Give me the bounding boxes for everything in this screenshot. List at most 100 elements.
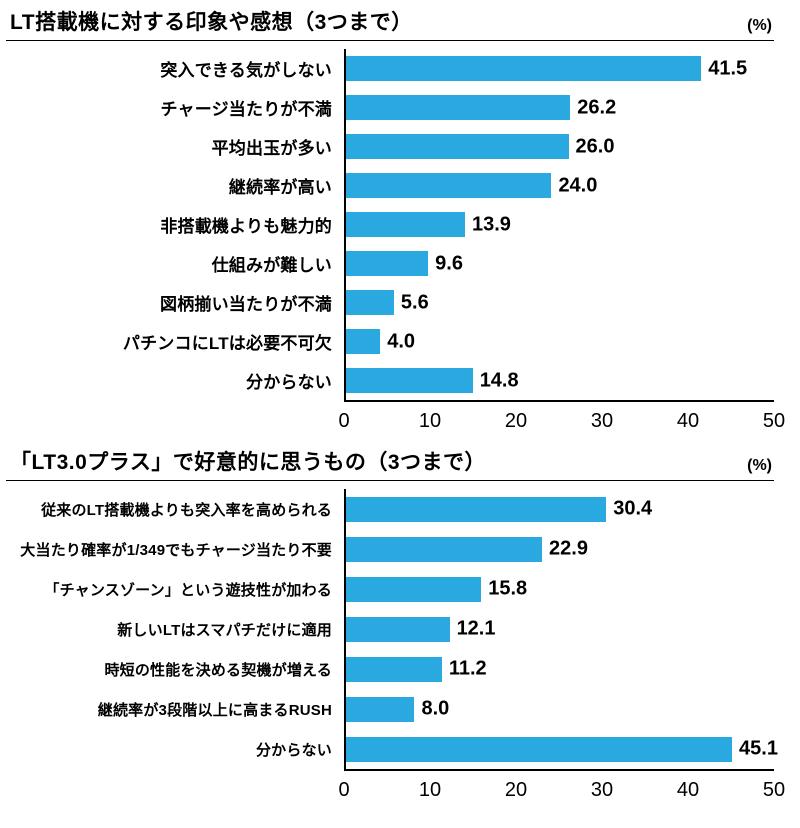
axis-spacer xyxy=(6,769,344,803)
chart-title: LT搭載機に対する印象や感想（3つまで） xyxy=(10,11,413,34)
bar-track: 30.4 xyxy=(344,489,774,530)
value-label: 41.5 xyxy=(708,57,748,80)
x-tick-label: 50 xyxy=(762,779,786,802)
x-tick-label: 0 xyxy=(338,410,350,433)
bar-track: 5.6 xyxy=(344,283,774,323)
value-label: 4.0 xyxy=(387,330,416,353)
bar xyxy=(346,696,415,722)
chart-title: 「LT3.0プラス」で好意的に思うもの（3つまで） xyxy=(10,451,487,475)
category-label: 平均出玉が多い xyxy=(211,139,332,159)
chart-row: 図柄揃い当たりが不満 5.6 xyxy=(6,283,774,323)
chart-header: LT搭載機に対する印象や感想（3つまで） (%) xyxy=(6,8,774,42)
x-tick-label: 10 xyxy=(418,779,442,802)
bar xyxy=(346,576,482,602)
bar-track: 26.2 xyxy=(344,88,774,128)
bar-track: 26.0 xyxy=(344,127,774,167)
x-axis: 0 10 20 30 40 50 xyxy=(6,769,785,803)
chart-row: 大当たり確率が1/349でもチャージ当たり不要 22.9 xyxy=(6,529,774,570)
x-tick-labels: 0 10 20 30 40 50 xyxy=(338,400,785,434)
category-label: 図柄揃い当たりが不満 xyxy=(160,295,332,315)
chart-row: 分からない 45.1 xyxy=(6,729,778,770)
chart-row: 突入できる気がしない 41.5 xyxy=(6,49,774,89)
bar-track: 22.9 xyxy=(344,529,774,570)
x-tick-labels: 0 10 20 30 40 50 xyxy=(338,769,785,803)
x-tick-label: 20 xyxy=(504,779,528,802)
bar xyxy=(346,616,450,642)
value-label: 26.0 xyxy=(575,135,615,158)
chart-row: 平均出玉が多い 26.0 xyxy=(6,127,774,167)
category-label: 仕組みが難しい xyxy=(211,256,332,276)
value-label: 12.1 xyxy=(456,617,496,640)
x-tick-label: 40 xyxy=(676,410,700,433)
x-tick-label: 30 xyxy=(590,779,614,802)
bars-area: 従来のLT搭載機よりも突入率を高められる 30.4 大当たり確率が1/349でもチャ… xyxy=(6,489,778,770)
bar xyxy=(346,134,569,160)
category-label: 従来のLT搭載機よりも突入率を高められる xyxy=(41,501,332,519)
bar xyxy=(346,536,543,562)
category-label: 突入できる気がしない xyxy=(160,61,332,81)
category-label: 継続率が3段階以上に高まるRUSH xyxy=(97,701,332,719)
plot-area: 従来のLT搭載機よりも突入率を高められる 30.4 大当たり確率が1/349でもチャ… xyxy=(6,489,785,803)
bar xyxy=(346,496,607,522)
bar xyxy=(346,290,394,316)
bar-track: 15.8 xyxy=(344,569,774,610)
chart-row: 非搭載機よりも魅力的 13.9 xyxy=(6,205,774,245)
chart-row: パチンコにLTは必要不可欠 4.0 xyxy=(6,322,774,362)
bar-track: 24.0 xyxy=(344,166,774,206)
bar-track: 11.2 xyxy=(344,649,774,690)
percent-unit-label: (%) xyxy=(747,457,772,475)
bar-track: 14.8 xyxy=(344,361,774,401)
bar-track: 9.6 xyxy=(344,244,774,284)
category-label: 大当たり確率が1/349でもチャージ当たり不要 xyxy=(20,541,332,559)
percent-unit-label: (%) xyxy=(747,17,772,34)
bar-track: 12.1 xyxy=(344,609,774,650)
category-label: チャージ当たりが不満 xyxy=(160,100,332,120)
category-label: 新しいLTはスマパチだけに適用 xyxy=(117,621,332,639)
bar-track: 8.0 xyxy=(344,689,774,730)
x-tick-label: 50 xyxy=(762,410,786,433)
chart-row: 従来のLT搭載機よりも突入率を高められる 30.4 xyxy=(6,489,774,530)
x-tick-label: 0 xyxy=(338,779,350,802)
chart-row: 分からない 14.8 xyxy=(6,361,774,401)
chart-section-lt-impressions: LT搭載機に対する印象や感想（3つまで） (%) 突入できる気がしない 41.5 チ… xyxy=(6,8,785,434)
value-label: 26.2 xyxy=(577,96,617,119)
x-tick-label: 40 xyxy=(676,779,700,802)
value-label: 22.9 xyxy=(549,537,588,560)
bar-track: 41.5 xyxy=(344,49,774,89)
bar xyxy=(346,736,733,762)
bar xyxy=(346,95,571,121)
bar xyxy=(346,212,465,238)
value-label: 11.2 xyxy=(448,657,487,680)
bars-area: 突入できる気がしない 41.5 チャージ当たりが不満 26.2 平均出玉が多い 26.0 継… xyxy=(6,49,774,401)
bar xyxy=(346,368,473,394)
category-label: 「チャンスゾーン」という遊技性が加わる xyxy=(44,581,332,599)
chart-row: 仕組みが難しい 9.6 xyxy=(6,244,774,284)
bar-track: 4.0 xyxy=(344,322,774,362)
bar-track: 13.9 xyxy=(344,205,774,245)
category-label: 分からない xyxy=(246,373,332,393)
value-label: 13.9 xyxy=(471,213,511,236)
category-label: 分からない xyxy=(255,741,332,759)
value-label: 14.8 xyxy=(479,369,519,392)
bar xyxy=(346,173,552,199)
bar xyxy=(346,251,429,277)
value-label: 30.4 xyxy=(613,497,653,520)
chart-row: 継続率が高い 24.0 xyxy=(6,166,774,206)
x-tick-label: 20 xyxy=(504,410,528,433)
chart-row: 時短の性能を決める契機が増える 11.2 xyxy=(6,649,774,690)
bar-track: 45.1 xyxy=(344,729,778,770)
category-label: 時短の性能を決める契機が増える xyxy=(104,661,332,679)
chart-row: 継続率が3段階以上に高まるRUSH 8.0 xyxy=(6,689,774,730)
bar xyxy=(346,656,442,682)
category-label: 継続率が高い xyxy=(228,178,332,198)
chart-row: チャージ当たりが不満 26.2 xyxy=(6,88,774,128)
x-tick-label: 30 xyxy=(590,410,614,433)
category-label: 非搭載機よりも魅力的 xyxy=(160,217,332,237)
chart-header: 「LT3.0プラス」で好意的に思うもの（3つまで） (%) xyxy=(6,448,774,482)
value-label: 8.0 xyxy=(421,697,450,720)
bar xyxy=(346,329,381,355)
bar xyxy=(346,56,702,82)
value-label: 9.6 xyxy=(435,252,463,275)
chart-row: 新しいLTはスマパチだけに適用 12.1 xyxy=(6,609,774,650)
